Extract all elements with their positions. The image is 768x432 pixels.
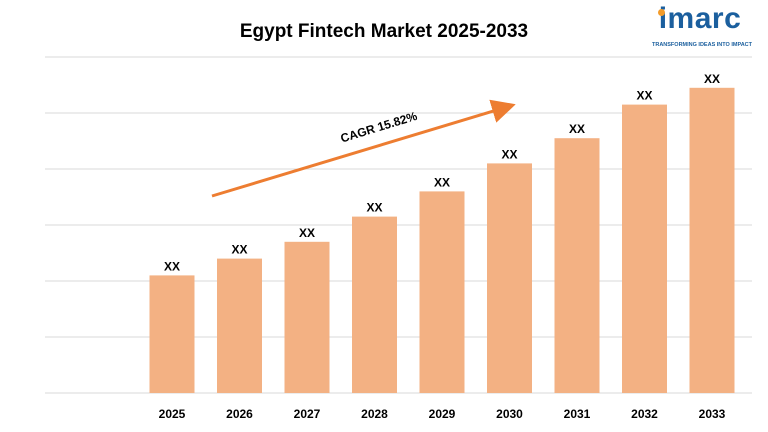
bar-2033	[689, 87, 735, 394]
x-tick-label-2032: 2032	[631, 407, 658, 421]
data-label-2031: XX	[569, 122, 585, 136]
bar-2032	[622, 104, 667, 393]
logo-wordmark: imarc	[658, 2, 742, 35]
logo-tagline: TRANSFORMING IDEAS INTO IMPACT	[651, 42, 753, 48]
x-tick-label-2027: 2027	[294, 407, 321, 421]
x-tick-label-2026: 2026	[226, 407, 253, 421]
x-tick-label-2028: 2028	[361, 407, 388, 421]
data-label-2029: XX	[434, 175, 450, 189]
cagr-arrow	[211, 99, 516, 198]
x-tick-label-2030: 2030	[496, 407, 523, 421]
bar-2025	[149, 275, 195, 393]
data-label-2027: XX	[299, 226, 315, 240]
x-tick-label-2031: 2031	[564, 407, 591, 421]
data-label-2025: XX	[164, 259, 180, 273]
x-tick-label-2033: 2033	[699, 407, 726, 421]
chart-title: Egypt Fintech Market 2025-2033	[239, 21, 529, 42]
x-tick-label-2029: 2029	[429, 407, 456, 421]
bar-2028	[352, 216, 397, 393]
bar-2029	[419, 191, 465, 393]
data-label-2033: XX	[704, 72, 720, 86]
data-label-2026: XX	[231, 243, 247, 257]
bar-2030	[487, 163, 532, 393]
imarc-logo: imarc TRANSFORMING IDEAS INTO IMPACT	[648, 2, 760, 52]
logo-dot-icon	[658, 9, 665, 16]
bar-2027	[284, 241, 330, 393]
x-tick-label-2025: 2025	[159, 407, 186, 421]
cagr-label: CAGR 15.82%	[339, 109, 419, 146]
data-label-2030: XX	[501, 147, 517, 161]
data-label-2028: XX	[366, 201, 382, 215]
cagr-annotation: CAGR 15.82%	[211, 99, 516, 198]
bars: XX 2025 XX 2026 XX 2027 XX 2028 XX 2029 XX 2030 XX 20…	[149, 72, 735, 421]
data-label-2032: XX	[636, 89, 652, 103]
bar-2031	[554, 138, 600, 393]
bar-2026	[217, 258, 262, 393]
